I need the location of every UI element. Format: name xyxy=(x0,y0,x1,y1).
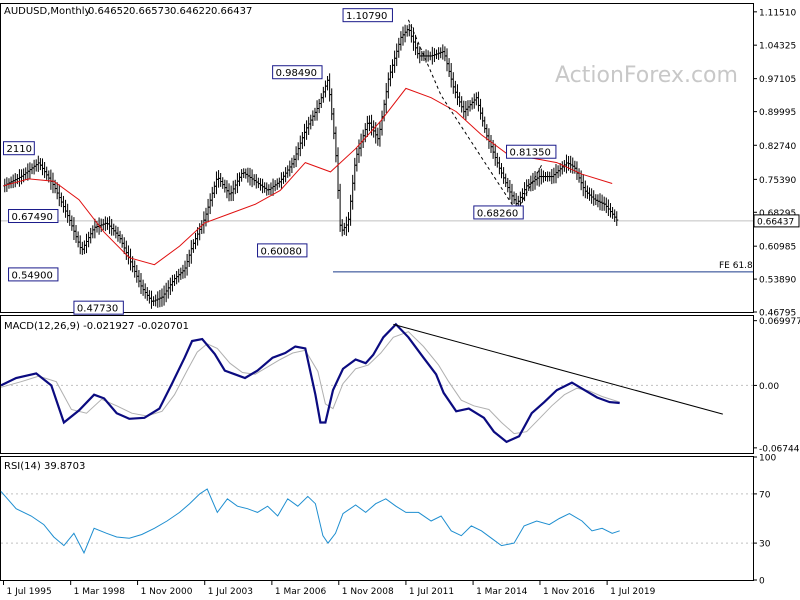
rsi-axis-tick-label: 70 xyxy=(759,490,771,500)
rsi-axis-tick-label: 30 xyxy=(759,540,771,550)
x-axis-tick-label: 1 Nov 2016 xyxy=(543,587,595,597)
price-annotation-label: 1.10790 xyxy=(346,11,387,22)
rsi-axis-tick-label: 0 xyxy=(759,577,765,587)
x-axis-tick-label: 1 Jul 2019 xyxy=(610,587,655,597)
price-annotation-label: 0.60080 xyxy=(261,246,302,257)
watermark: ActionForex.com xyxy=(555,63,738,88)
price-axis-tick-label: 0.75390 xyxy=(759,176,796,186)
price-header: AUDUSD,Monthly 0.64652 0.66573 0.64622 0… xyxy=(4,6,252,17)
macd-axis-tick-label: 0.00 xyxy=(759,382,779,392)
price-annotation-box xyxy=(3,141,35,156)
x-axis-tick-label: 1 Jul 2003 xyxy=(208,587,253,597)
x-axis-tick-label: 1 Mar 2014 xyxy=(476,587,528,597)
rsi-label: RSI(14) 39.8703 xyxy=(4,461,85,472)
price-annotation-box xyxy=(8,267,59,282)
price-axis-tick-label: 0.60985 xyxy=(759,243,796,253)
ohlc-open: 0.64652 xyxy=(88,6,129,17)
price-axis-tick-label: 0.89995 xyxy=(759,108,796,118)
x-axis-tick-label: 1 Nov 2000 xyxy=(141,587,193,597)
price-annotation-label: 0.68260 xyxy=(477,208,518,219)
x-axis-tick-label: 1 Jul 2011 xyxy=(409,587,454,597)
current-price-box xyxy=(753,214,800,228)
price-annotation-label: 0.47730 xyxy=(77,304,118,315)
price-axis-tick-label: 0.97105 xyxy=(759,75,796,85)
macd-signal-line xyxy=(0,331,620,435)
macd-label: MACD(12,26,9) -0.021927 -0.020701 xyxy=(4,321,189,332)
price-annotation-label: 0.98490 xyxy=(276,68,317,79)
price-axis-tick-label: 0.68295 xyxy=(759,209,796,219)
price-axis-tick-label: 0.53890 xyxy=(759,276,796,286)
rsi-panel-frame xyxy=(0,456,754,581)
price-panel-frame xyxy=(0,3,754,313)
x-axis-tick-label: 1 Jul 1995 xyxy=(7,587,52,597)
price-annotation-box xyxy=(473,205,524,220)
rsi-line xyxy=(0,488,620,555)
ohlc-high: 0.66573 xyxy=(129,6,170,17)
macd-line xyxy=(0,322,620,444)
price-annotation-label: 0.81350 xyxy=(510,148,551,159)
macd-trendline xyxy=(393,323,723,415)
current-price-label: 0.66437 xyxy=(757,217,794,227)
macd-axis-tick-label: -0.067448 xyxy=(759,444,800,454)
price-annotation-box xyxy=(506,144,557,159)
zigzag-line xyxy=(407,19,543,213)
macd-panel-frame xyxy=(0,315,754,454)
price-annotation-label: 2110 xyxy=(7,144,32,155)
rsi-axis-tick-label: 100 xyxy=(759,454,776,464)
x-axis-tick-label: 1 Nov 2008 xyxy=(342,587,394,597)
price-annotation-label: 0.54900 xyxy=(12,270,53,281)
price-axis-tick-label: 0.82740 xyxy=(759,142,796,152)
price-annotation-box xyxy=(272,65,323,80)
ohlc-low: 0.64622 xyxy=(170,6,211,17)
x-axis-tick-label: 1 Mar 2006 xyxy=(275,587,327,597)
price-annotation-box xyxy=(8,209,59,224)
price-annotation-box xyxy=(257,243,308,258)
ohlc-close: 0.66437 xyxy=(211,6,252,17)
price-axis-tick-label: 1.11510 xyxy=(759,8,796,18)
symbol-header: AUDUSD,Monthly xyxy=(4,6,91,17)
price-annotation-box xyxy=(73,300,124,315)
price-annotation-label: 0.67490 xyxy=(12,212,53,223)
x-axis-tick-label: 1 Mar 1998 xyxy=(74,587,126,597)
price-annotation-box xyxy=(342,8,393,23)
macd-axis-tick-label: 0.069977 xyxy=(759,317,800,327)
price-axis-tick-label: 0.46795 xyxy=(759,309,796,319)
price-axis-tick-label: 1.04325 xyxy=(759,42,796,52)
fe-label: FE 61.8 xyxy=(719,261,753,271)
